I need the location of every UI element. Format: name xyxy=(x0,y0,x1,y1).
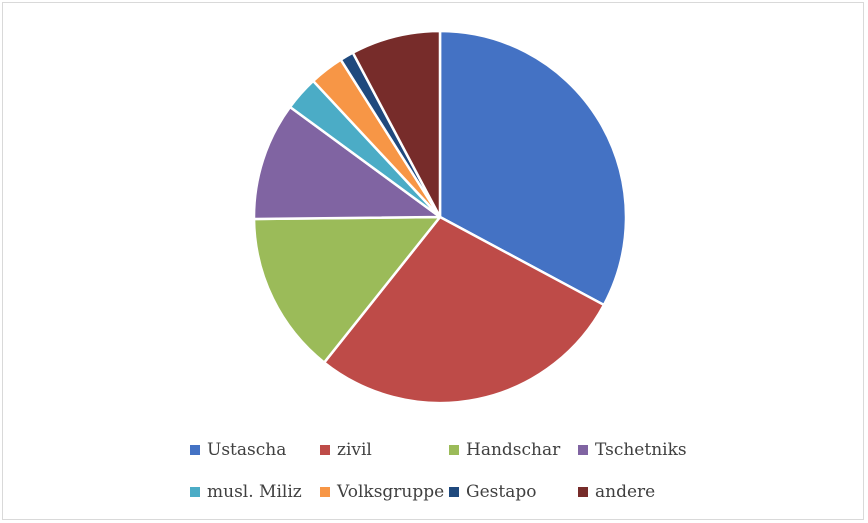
pie-slice-ustascha xyxy=(438,29,628,307)
pie-slice-handschar xyxy=(252,215,442,364)
pie-slice-zivil xyxy=(322,215,606,405)
pie-slice-tschetniks xyxy=(252,105,442,221)
pie-slices xyxy=(252,29,628,405)
pie-slice-andere xyxy=(351,29,442,219)
